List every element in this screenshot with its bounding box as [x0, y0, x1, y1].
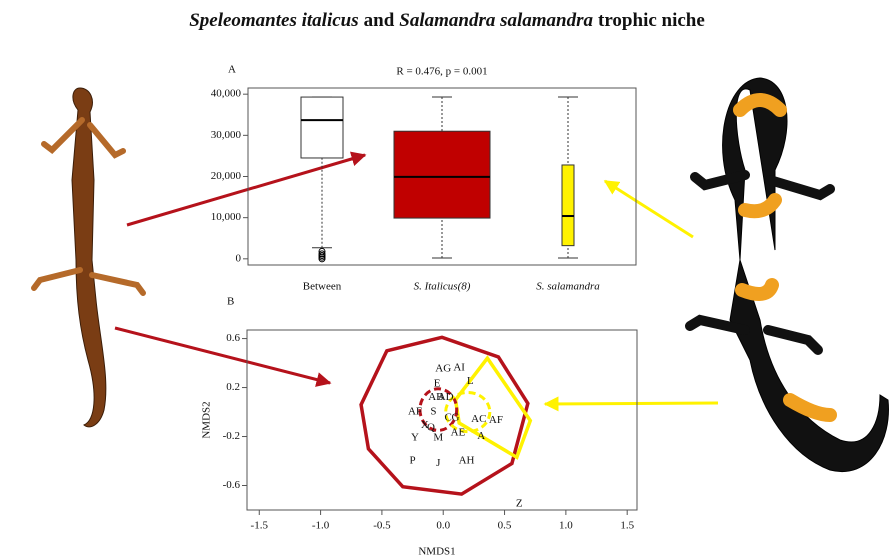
point-label: P [410, 455, 416, 467]
point-label: AB [428, 391, 443, 403]
plot-frame [246, 329, 638, 511]
title-segment: Speleomantes italicus [189, 10, 358, 31]
point-label: Z [516, 497, 523, 509]
point-label: AF [489, 414, 503, 426]
point-label: AD [438, 391, 454, 403]
point-label: AH [459, 455, 475, 467]
panel-label: B [227, 296, 234, 308]
figure-title: Speleomantes italicus and Salamandra salam… [189, 10, 705, 31]
y-tick-label: 40,000 [211, 88, 242, 100]
x-tick-label: 0.5 [498, 520, 512, 532]
y-tick-label: 0.2 [226, 381, 240, 393]
y-tick-label: 0 [236, 252, 242, 264]
box [300, 96, 344, 159]
point-label: L [467, 375, 474, 387]
annotation: R = 0.476, p = 0.001 [396, 66, 487, 78]
y-tick-label: 10,000 [211, 211, 242, 223]
y-tick-label: 0.6 [226, 332, 240, 344]
y-axis-label: NMDS2 [201, 401, 213, 438]
y-tick-label: 20,000 [211, 170, 242, 182]
y-tick-label: -0.6 [223, 479, 241, 491]
x-tick-label: -1.5 [251, 520, 269, 532]
point-label: X [421, 419, 429, 431]
point-label: Q [427, 421, 435, 433]
arrows [114, 151, 719, 412]
title-segment: and [364, 10, 395, 31]
niche-ellipse [444, 390, 492, 434]
point-label: AI [453, 361, 465, 373]
outlier [318, 250, 326, 258]
title-segment: Salamandra salamandra [399, 10, 593, 31]
box [393, 130, 491, 219]
point-label: G [452, 412, 460, 424]
x-tick-label: Between [303, 281, 342, 293]
y-tick-label: -0.2 [223, 430, 240, 442]
x-axis-label: NMDS1 [418, 546, 455, 558]
x-tick-label: S. Italicus(8) [414, 281, 471, 293]
point-label: J [436, 457, 441, 469]
x-tick-label: 1.0 [559, 520, 573, 532]
point-label: M [433, 431, 443, 443]
niche-hull [359, 335, 530, 496]
outlier [318, 247, 326, 255]
point-label: C [444, 412, 451, 424]
x-tick-label: 0.0 [436, 520, 450, 532]
salamandra-photo [685, 77, 889, 472]
point-label: AE [451, 426, 466, 438]
x-tick-label: 1.5 [620, 520, 634, 532]
point-label: Y [411, 431, 419, 443]
x-tick-label: S. salamandra [536, 281, 600, 293]
x-tick-label: -0.5 [373, 520, 391, 532]
panel-label: A [228, 64, 236, 76]
niche-ellipse [418, 387, 459, 432]
box [561, 164, 575, 247]
point-label: AF [408, 406, 422, 418]
point-label: A [477, 430, 485, 442]
point-label: S [430, 406, 436, 418]
point-label: E [434, 377, 441, 389]
point-label: AC [471, 413, 486, 425]
point-label: AG [435, 363, 451, 375]
y-tick-label: 30,000 [211, 129, 242, 141]
speleomantes-photo [31, 87, 146, 428]
title-segment: trophic niche [598, 10, 705, 31]
x-tick-label: -1.0 [312, 520, 330, 532]
